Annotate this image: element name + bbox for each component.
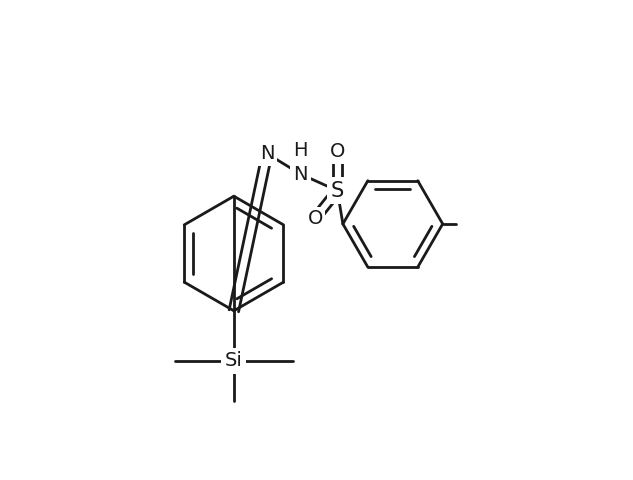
- Text: S: S: [330, 180, 344, 201]
- Text: Si: Si: [225, 351, 243, 370]
- Text: H: H: [293, 141, 308, 159]
- Text: N: N: [293, 165, 308, 183]
- Text: N: N: [260, 144, 274, 163]
- Text: O: O: [330, 143, 345, 161]
- Text: O: O: [308, 209, 323, 228]
